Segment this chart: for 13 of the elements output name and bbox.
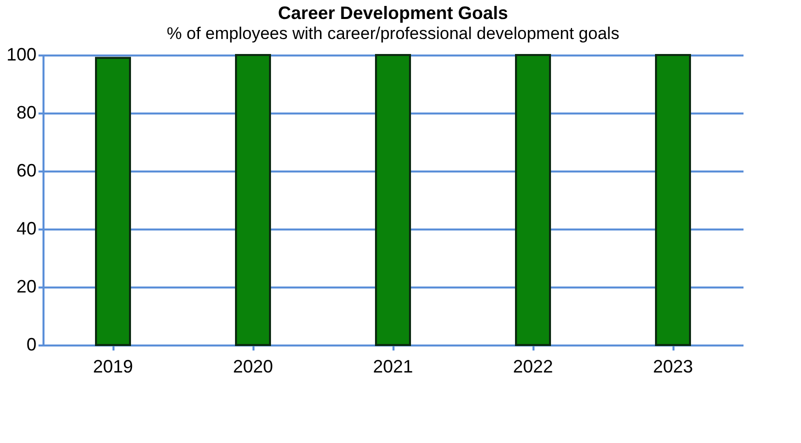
x-tick-label: 2019	[92, 356, 134, 376]
chart-subtitle: % of employees with career/professional development goals	[166, 24, 620, 43]
x-tick-label: 2021	[372, 356, 414, 376]
y-tick-label: 80	[16, 102, 36, 122]
x-tick-label: 2023	[652, 356, 694, 376]
x-tick-label: 2020	[232, 356, 274, 376]
y-tick-label: 40	[16, 218, 36, 238]
y-tick-label: 0	[26, 334, 36, 354]
y-tick-label: 60	[16, 160, 36, 180]
y-tick-label: 100	[6, 44, 36, 64]
x-tick-label: 2022	[512, 356, 554, 376]
y-tick-label: 20	[16, 276, 36, 296]
chart-title: Career Development Goals	[278, 3, 508, 23]
